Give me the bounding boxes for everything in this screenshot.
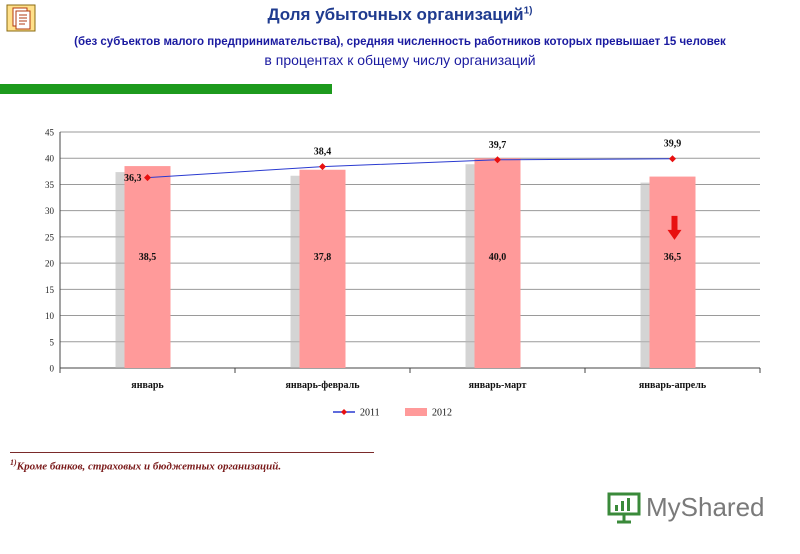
line-value-label: 36,3 — [124, 173, 142, 184]
line-point — [144, 174, 151, 182]
page-subtitle: (без субъектов малого предпринимательств… — [74, 36, 726, 48]
presentation-icon — [607, 492, 641, 524]
line-value-label: 38,4 — [314, 147, 332, 158]
bar-value-label: 38,5 — [139, 252, 157, 263]
document-icon[interactable] — [6, 4, 36, 32]
page-subtitle-units: в процентах к общему числу организаций — [264, 52, 536, 68]
y-tick-label: 45 — [45, 128, 55, 138]
footnote-divider — [10, 452, 374, 453]
down-arrow-icon — [667, 215, 682, 240]
y-tick-label: 25 — [45, 232, 55, 242]
legend-marker — [341, 409, 347, 415]
y-tick-label: 0 — [50, 364, 55, 374]
line-value-label: 39,9 — [664, 139, 682, 150]
logo-text: MyShared — [646, 492, 765, 522]
legend-bar-swatch — [405, 408, 427, 416]
title-text: Доля убыточных организаций — [267, 5, 524, 24]
bar — [649, 176, 696, 368]
x-tick-label: январь-апрель — [639, 380, 707, 391]
line-point — [494, 156, 501, 164]
y-tick-label: 35 — [45, 180, 55, 190]
line-value-label: 39,7 — [489, 140, 507, 151]
series-line — [147, 158, 673, 179]
site-logo[interactable]: MyShared — [606, 490, 776, 526]
y-tick-label: 15 — [45, 285, 55, 295]
footnote-mark: 1) — [10, 458, 17, 467]
bar-value-label: 36,5 — [664, 252, 682, 263]
y-tick-label: 5 — [50, 337, 55, 347]
y-tick-label: 10 — [45, 311, 55, 321]
bar — [299, 169, 346, 368]
x-tick-label: январь-февраль — [285, 380, 360, 391]
y-tick-label: 30 — [45, 206, 55, 216]
footnote-text: Кроме банков, страховых и бюджетных орга… — [16, 460, 282, 473]
page-title: Доля убыточных организаций1) — [0, 5, 800, 25]
chart: 0 5 10 15 20 25 30 35 40 45 38,5 37,8 40,0 36,5 36,3 38… — [45, 128, 761, 419]
green-divider — [0, 84, 332, 94]
title-footnote-mark: 1) — [523, 5, 533, 17]
x-tick-label: январь — [131, 380, 164, 391]
y-tick-label: 20 — [45, 259, 55, 269]
legend-label: 2011 — [360, 408, 380, 419]
footnote: 1)Кроме банков, страховых и бюджетных ор… — [10, 458, 281, 473]
bar-value-label: 40,0 — [489, 252, 507, 263]
line-point — [669, 155, 676, 163]
x-tick-label: январь-март — [469, 380, 527, 391]
line-point — [319, 163, 326, 171]
y-tick-label: 40 — [45, 154, 55, 164]
bar — [124, 166, 171, 368]
legend-label: 2012 — [432, 408, 452, 419]
bar — [474, 158, 521, 368]
bar-value-label: 37,8 — [314, 252, 332, 263]
